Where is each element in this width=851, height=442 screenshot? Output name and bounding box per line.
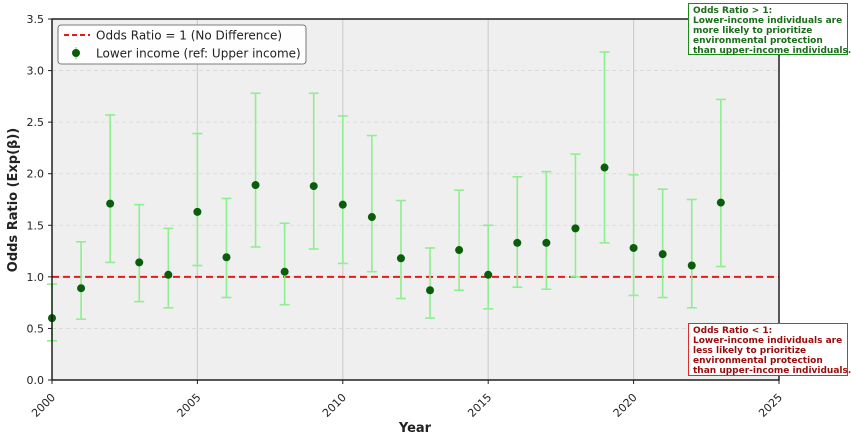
x-tick-label: 2015 bbox=[465, 391, 494, 420]
data-point bbox=[77, 284, 86, 293]
data-point bbox=[571, 224, 580, 233]
y-tick-label: 1.5 bbox=[27, 219, 45, 232]
data-point bbox=[193, 207, 202, 216]
legend-refline-label: Odds Ratio = 1 (No Difference) bbox=[96, 29, 282, 43]
data-point bbox=[426, 286, 435, 295]
data-point bbox=[629, 243, 638, 252]
y-tick-label: 1.0 bbox=[27, 271, 45, 284]
data-point bbox=[513, 238, 522, 247]
x-tick-label: 2010 bbox=[320, 391, 349, 420]
annotation-above-line: environmental protection bbox=[693, 36, 823, 46]
data-point bbox=[135, 258, 144, 267]
annotation-above-line: than upper-income individuals. bbox=[693, 46, 851, 56]
annotation-below-line: than upper-income individuals. bbox=[693, 366, 851, 376]
legend: Odds Ratio = 1 (No Difference) Lower inc… bbox=[57, 24, 307, 65]
data-point bbox=[309, 182, 318, 191]
data-point bbox=[338, 200, 347, 209]
annotation-above-line: Lower-income individuals are bbox=[693, 16, 843, 26]
data-point bbox=[484, 270, 493, 279]
x-tick-label: 2025 bbox=[756, 391, 785, 420]
y-tick-label: 3.0 bbox=[27, 65, 45, 78]
data-point bbox=[280, 267, 289, 276]
data-point bbox=[600, 163, 609, 172]
data-point bbox=[455, 246, 464, 255]
x-axis-label: Year bbox=[398, 421, 432, 436]
annotation-above-line: more likely to prioritize bbox=[693, 26, 813, 36]
data-point bbox=[716, 198, 725, 207]
annotation-below-line: Odds Ratio < 1: bbox=[693, 326, 773, 336]
legend-series-label: Lower income (ref: Upper income) bbox=[96, 47, 301, 61]
data-point bbox=[542, 238, 551, 247]
annotation-below-box: Odds Ratio < 1: Lower-income individuals… bbox=[688, 323, 851, 376]
plot-frame bbox=[51, 18, 780, 381]
y-tick-label: 0.5 bbox=[27, 322, 45, 335]
data-point bbox=[106, 199, 115, 208]
y-tick-label: 3.5 bbox=[27, 13, 45, 26]
y-tick-label: 2.5 bbox=[27, 116, 45, 129]
y-tick-label: 0.0 bbox=[27, 374, 45, 387]
legend-box bbox=[57, 24, 307, 65]
data-point bbox=[687, 261, 696, 270]
x-tick-label: 2020 bbox=[611, 391, 640, 420]
x-tick-label: 2005 bbox=[175, 391, 204, 420]
annotation-below-line: Lower-income individuals are bbox=[693, 336, 843, 346]
y-axis-label: Odds Ratio (Exp(β)) bbox=[6, 128, 21, 272]
data-point bbox=[367, 213, 376, 222]
data-point bbox=[222, 253, 231, 262]
annotation-above-line: Odds Ratio > 1: bbox=[693, 6, 773, 16]
annotation-above-box: Odds Ratio > 1: Lower-income individuals… bbox=[688, 3, 851, 56]
data-point bbox=[658, 250, 667, 259]
data-point bbox=[251, 181, 260, 190]
annotation-below-line: environmental protection bbox=[693, 356, 823, 366]
data-point bbox=[396, 254, 405, 263]
x-tick-label: 2000 bbox=[29, 391, 58, 420]
y-tick-label: 2.0 bbox=[27, 168, 45, 181]
legend-marker-swatch bbox=[72, 49, 80, 57]
data-point bbox=[164, 270, 173, 279]
plot-area bbox=[52, 19, 779, 380]
annotation-below-line: less likely to prioritize bbox=[693, 346, 807, 356]
